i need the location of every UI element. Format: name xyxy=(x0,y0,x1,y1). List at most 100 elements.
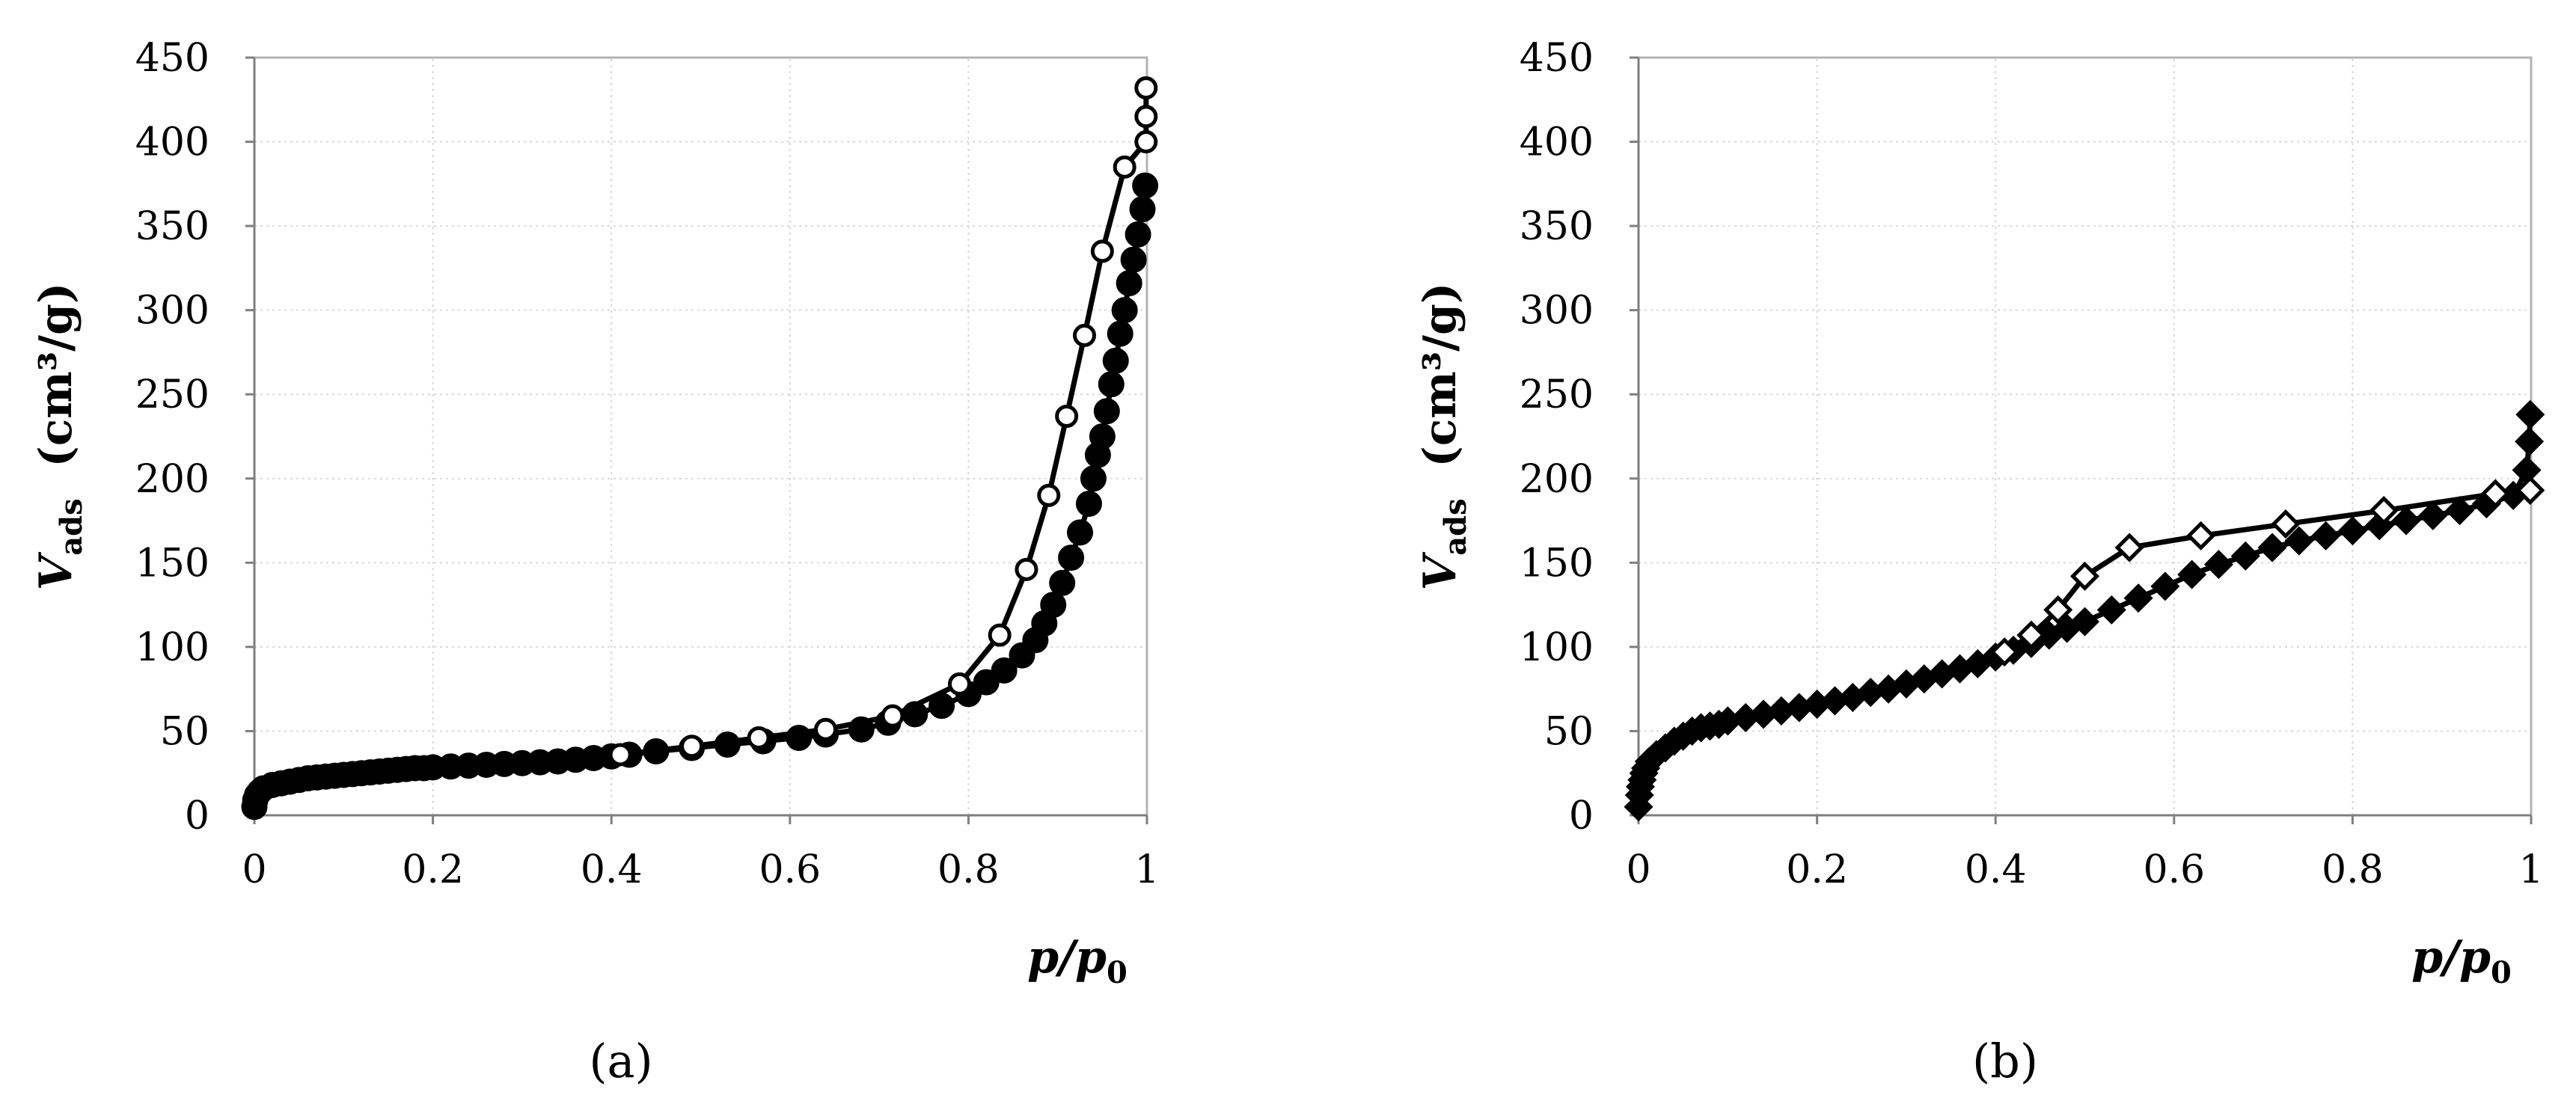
panel-label: (b) xyxy=(1972,1034,2038,1088)
series-desorption xyxy=(608,76,1158,767)
x-tick-label: 0.8 xyxy=(937,847,1000,892)
y-tick-label: 50 xyxy=(160,709,209,754)
data-point-adsorption xyxy=(2311,521,2341,551)
series-desorption xyxy=(1989,476,2545,667)
y-tick-label: 400 xyxy=(135,120,209,165)
data-point-desorption xyxy=(2480,479,2510,509)
gridlines xyxy=(254,57,1148,815)
data-point-adsorption xyxy=(1125,221,1151,248)
series-adsorption xyxy=(241,172,1159,821)
y-tick-label: 200 xyxy=(1520,457,1594,502)
data-point-adsorption xyxy=(2284,526,2314,556)
data-point-adsorption xyxy=(2150,571,2180,601)
data-point-adsorption xyxy=(1107,320,1133,347)
data-point-desorption xyxy=(747,726,771,749)
data-point-adsorption xyxy=(1132,172,1159,199)
data-point-desorption xyxy=(1989,637,2019,667)
y-tick-label: 150 xyxy=(135,541,209,586)
data-point-adsorption xyxy=(973,669,1000,696)
x-tick-label: 0 xyxy=(1626,847,1650,892)
y-tick-label: 350 xyxy=(1520,204,1594,249)
x-axis-title: p/p0 xyxy=(2411,931,2512,990)
data-point-desorption xyxy=(1037,483,1061,507)
y-tick-label: 350 xyxy=(135,204,209,249)
y-tick-label: 100 xyxy=(135,625,209,670)
data-point-adsorption xyxy=(1111,297,1138,324)
y-tick-label: 150 xyxy=(1520,541,1594,586)
data-point-desorption xyxy=(680,735,704,758)
y-tick-label: 50 xyxy=(1544,709,1594,754)
x-tick-label: 1 xyxy=(2518,847,2543,892)
x-tick-label: 0.6 xyxy=(2143,847,2205,892)
data-point-adsorption xyxy=(2445,496,2475,526)
data-point-adsorption xyxy=(2418,500,2448,530)
data-point-adsorption xyxy=(1129,196,1156,223)
series-adsorption xyxy=(1624,399,2545,822)
data-point-desorption xyxy=(947,672,971,696)
data-point-desorption xyxy=(1055,404,1079,428)
y-tick-label: 0 xyxy=(185,794,209,838)
series-line-adsorption xyxy=(251,185,1148,808)
data-point-desorption xyxy=(2043,595,2073,625)
data-point-adsorption xyxy=(1120,246,1147,273)
data-point-desorption xyxy=(1134,76,1158,100)
data-point-adsorption xyxy=(1049,569,1076,596)
data-point-desorption xyxy=(2016,620,2046,650)
plot-area-border xyxy=(1637,56,2533,817)
data-point-adsorption xyxy=(1080,465,1107,492)
data-point-desorption xyxy=(1113,155,1136,179)
x-tick-label: 0.4 xyxy=(581,847,643,892)
x-tick-label: 0.6 xyxy=(759,847,821,892)
data-point-desorption xyxy=(2369,496,2399,526)
data-point-desorption xyxy=(2114,533,2144,562)
data-point-desorption xyxy=(988,623,1012,647)
y-tick-label: 300 xyxy=(135,289,209,334)
data-point-adsorption xyxy=(2257,533,2287,562)
data-point-adsorption xyxy=(2515,399,2545,429)
data-point-adsorption xyxy=(2096,595,2126,625)
y-tick-label: 200 xyxy=(135,457,209,502)
x-tick-label: 1 xyxy=(1134,847,1159,892)
data-point-adsorption xyxy=(2123,583,2153,613)
chart-panel-b: 0 50 100 150 200 250 300 350 400 450 0 0.2 0.4 0.6 0.8… xyxy=(1414,36,2545,1088)
data-point-adsorption xyxy=(1093,398,1120,425)
data-point-desorption xyxy=(2186,521,2216,551)
data-point-adsorption xyxy=(1058,545,1085,571)
data-point-adsorption xyxy=(2177,559,2207,589)
plot-area-border xyxy=(253,56,1148,817)
x-tick-label: 0.8 xyxy=(2322,847,2384,892)
x-axis-title: p/p0 xyxy=(1027,931,1128,990)
gridlines xyxy=(1639,57,2532,815)
data-point-desorption xyxy=(1090,239,1114,263)
series-line-desorption xyxy=(2003,488,2531,654)
x-tick-label: 0.2 xyxy=(1786,847,1848,892)
y-tick-label: 250 xyxy=(1520,372,1594,417)
y-tick-label: 100 xyxy=(1520,625,1594,670)
data-point-desorption xyxy=(2069,561,2100,591)
data-point-desorption xyxy=(608,743,632,767)
data-point-adsorption xyxy=(1102,347,1129,374)
x-tick-label: 0.4 xyxy=(1965,847,2027,892)
data-point-adsorption xyxy=(1067,519,1094,546)
chart-panel-a: 0 50 100 150 200 250 300 350 400 450 0 0.2 0.4 0.6 0.8… xyxy=(30,36,1160,1088)
data-point-adsorption xyxy=(2391,506,2421,536)
data-point-adsorption xyxy=(991,657,1018,684)
y-tick-label: 450 xyxy=(1520,36,1594,81)
series-line-desorption xyxy=(619,88,1149,758)
x-tick-label: 0 xyxy=(242,847,266,892)
data-point-adsorption xyxy=(1089,423,1116,450)
data-point-adsorption xyxy=(1098,371,1125,398)
y-tick-label: 450 xyxy=(135,36,209,81)
data-point-adsorption xyxy=(2203,550,2233,580)
y-axis-title: Vads (cm³/g) xyxy=(1414,283,1473,591)
data-point-desorption xyxy=(814,717,838,741)
y-tick-label: 300 xyxy=(1520,289,1594,334)
data-point-adsorption xyxy=(2512,455,2542,485)
x-tick-label: 0.2 xyxy=(402,847,464,892)
panel-label: (a) xyxy=(589,1034,652,1088)
data-point-desorption xyxy=(1134,130,1158,154)
y-axis-title: Vads (cm³/g) xyxy=(30,283,89,591)
data-point-adsorption xyxy=(1040,592,1067,619)
y-tick-label: 400 xyxy=(1520,120,1594,165)
